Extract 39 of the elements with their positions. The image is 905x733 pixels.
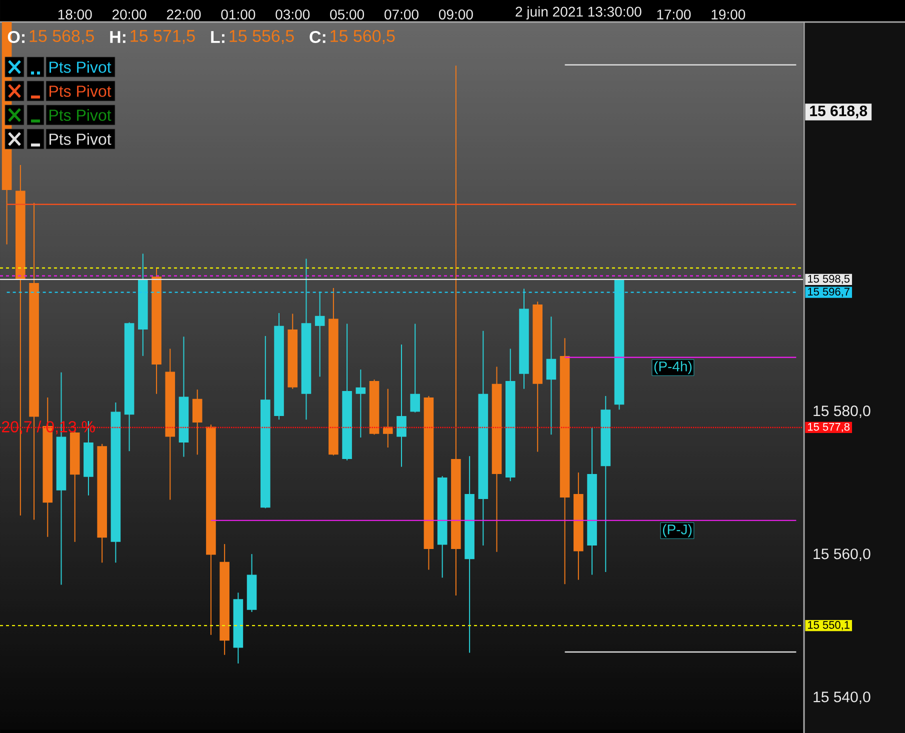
y-tick-label: 15 560,0 [814,548,870,561]
annotation: 15 556,5 [230,30,294,44]
ref-line-label: 15 577,8 [808,422,850,432]
x-tick-label: 03:00 [276,10,310,20]
annotation: 15 568,5 [30,30,94,44]
x-tick-label: 20:00 [112,10,146,20]
x-tick-label: 01:00 [221,10,256,20]
y-tick-label: 15 540,0 [814,692,870,704]
legend-label: Pts Pivot [50,109,112,121]
x-tick-label: 17:00 [657,10,691,20]
x-tick-label: 07:00 [384,10,418,20]
text: 15 618,8 [810,106,868,118]
candlestick [410,323,420,413]
legend-label: Pts Pivot [50,61,112,73]
x-tick-label: 2 juin 2021 13:30:00 [516,6,642,20]
annotation: (P-4h) [654,361,692,374]
annotation: 15 560,5 [330,30,395,44]
x-tick-label: 18:00 [58,10,92,20]
candlestick [396,344,406,468]
candlestick [192,389,202,456]
x-tick-label: 19:00 [712,10,746,20]
candlestick [546,316,556,436]
legend-label: Pts Pivot [50,133,112,145]
annotation: (P-J) [662,524,692,538]
annotation: H: [110,31,126,43]
candlestick [314,291,325,378]
annotation: C: [310,30,326,44]
candlestick [382,388,393,448]
x-tick-label: 22:00 [166,10,201,20]
y-tick-label: 15 580,0 [814,406,870,418]
candlestick [356,369,366,438]
annotation: L: [211,31,224,43]
x-tick-label: 05:00 [330,10,364,20]
legend-label: Pts Pivot [50,85,112,97]
annotation: 15 571,5 [130,30,195,44]
data-label: 15 596,7 [808,288,850,297]
x-tick-label: 09:00 [438,10,473,20]
ref-line-label: 15 550,1 [808,621,850,630]
ref-line-label: 15 598,5 [808,274,850,284]
